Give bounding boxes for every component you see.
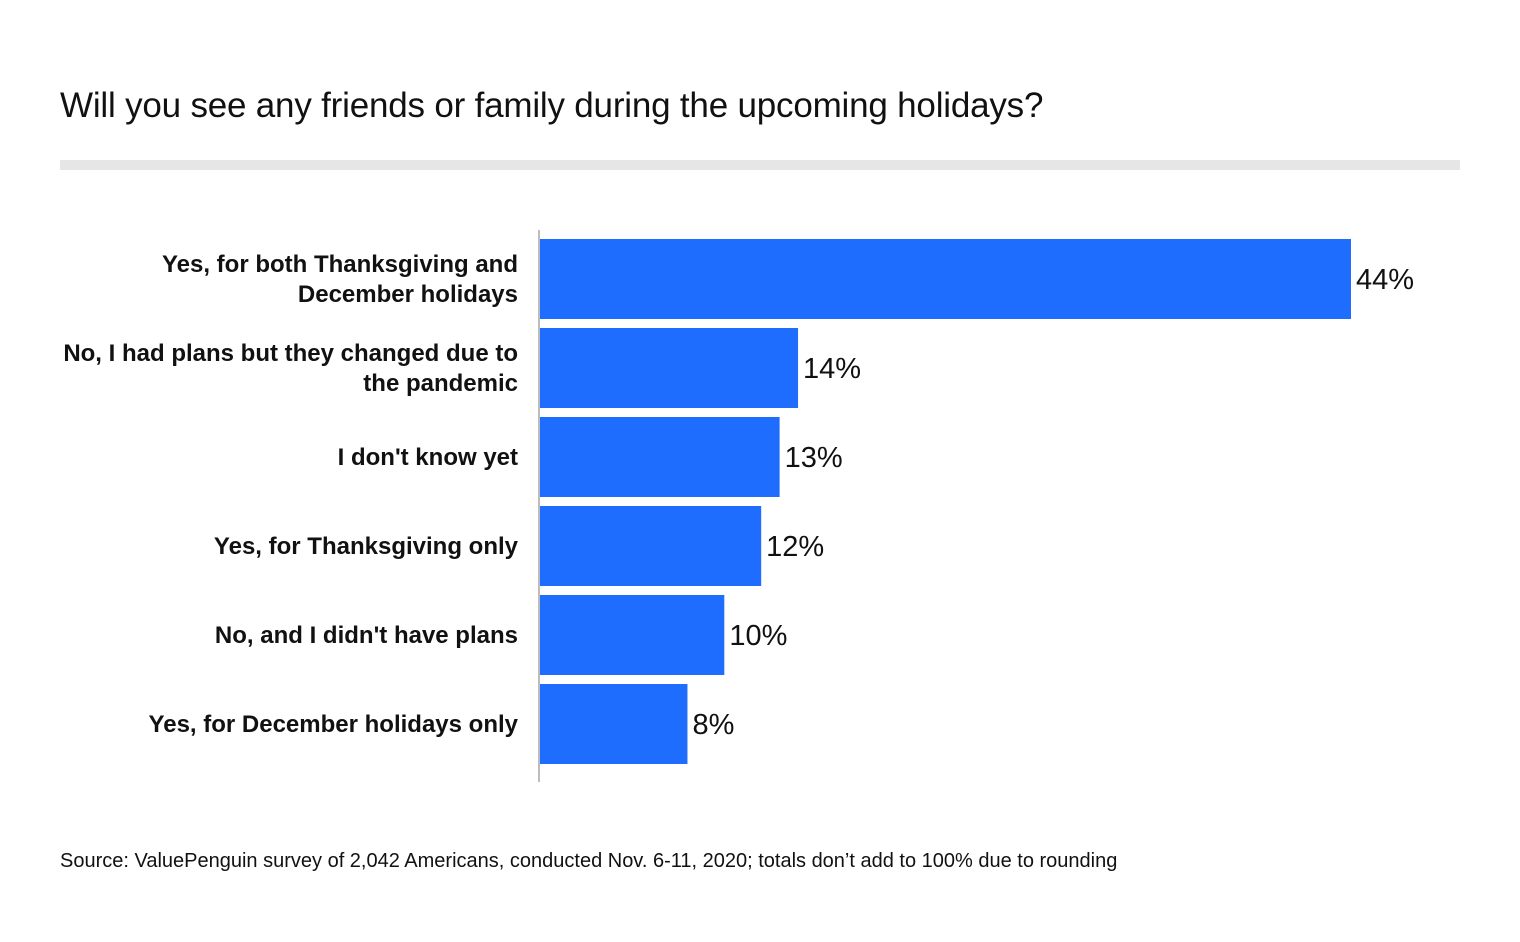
bar-4 — [540, 506, 762, 586]
category-label-line: Yes, for December holidays only — [149, 711, 519, 738]
bar-5 — [540, 595, 725, 675]
bar-2 — [540, 328, 799, 408]
bar-3 — [540, 417, 780, 497]
category-label-line: Yes, for both Thanksgiving and — [162, 251, 518, 278]
value-label-6: 8% — [692, 709, 734, 741]
value-label-1: 44% — [1356, 264, 1414, 296]
category-label-line: I don't know yet — [338, 444, 518, 471]
category-label-3: I don't know yet — [338, 444, 518, 471]
bar-6 — [540, 684, 688, 764]
category-label-line: Yes, for Thanksgiving only — [214, 533, 519, 560]
category-label-4: Yes, for Thanksgiving only — [214, 533, 519, 560]
value-label-4: 12% — [766, 531, 824, 563]
category-label-line: the pandemic — [363, 370, 518, 397]
source-note: Source: ValuePenguin survey of 2,042 Ame… — [60, 850, 1118, 872]
category-label-5: No, and I didn't have plans — [215, 622, 518, 649]
bar-1 — [540, 239, 1351, 319]
category-label-line: No, and I didn't have plans — [215, 622, 518, 649]
value-label-5: 10% — [729, 620, 787, 652]
value-label-3: 13% — [785, 442, 843, 474]
category-label-2: No, I had plans but they changed due to t… — [63, 340, 518, 397]
value-label-2: 14% — [803, 353, 861, 385]
title-divider — [60, 160, 1460, 170]
category-label-line: December holidays — [298, 281, 518, 308]
category-label-1: Yes, for both Thanksgiving and December h… — [162, 251, 518, 308]
chart-title: Will you see any friends or family durin… — [60, 86, 1044, 125]
category-label-6: Yes, for December holidays only — [149, 711, 519, 738]
category-label-line: No, I had plans but they changed due to — [63, 340, 518, 367]
